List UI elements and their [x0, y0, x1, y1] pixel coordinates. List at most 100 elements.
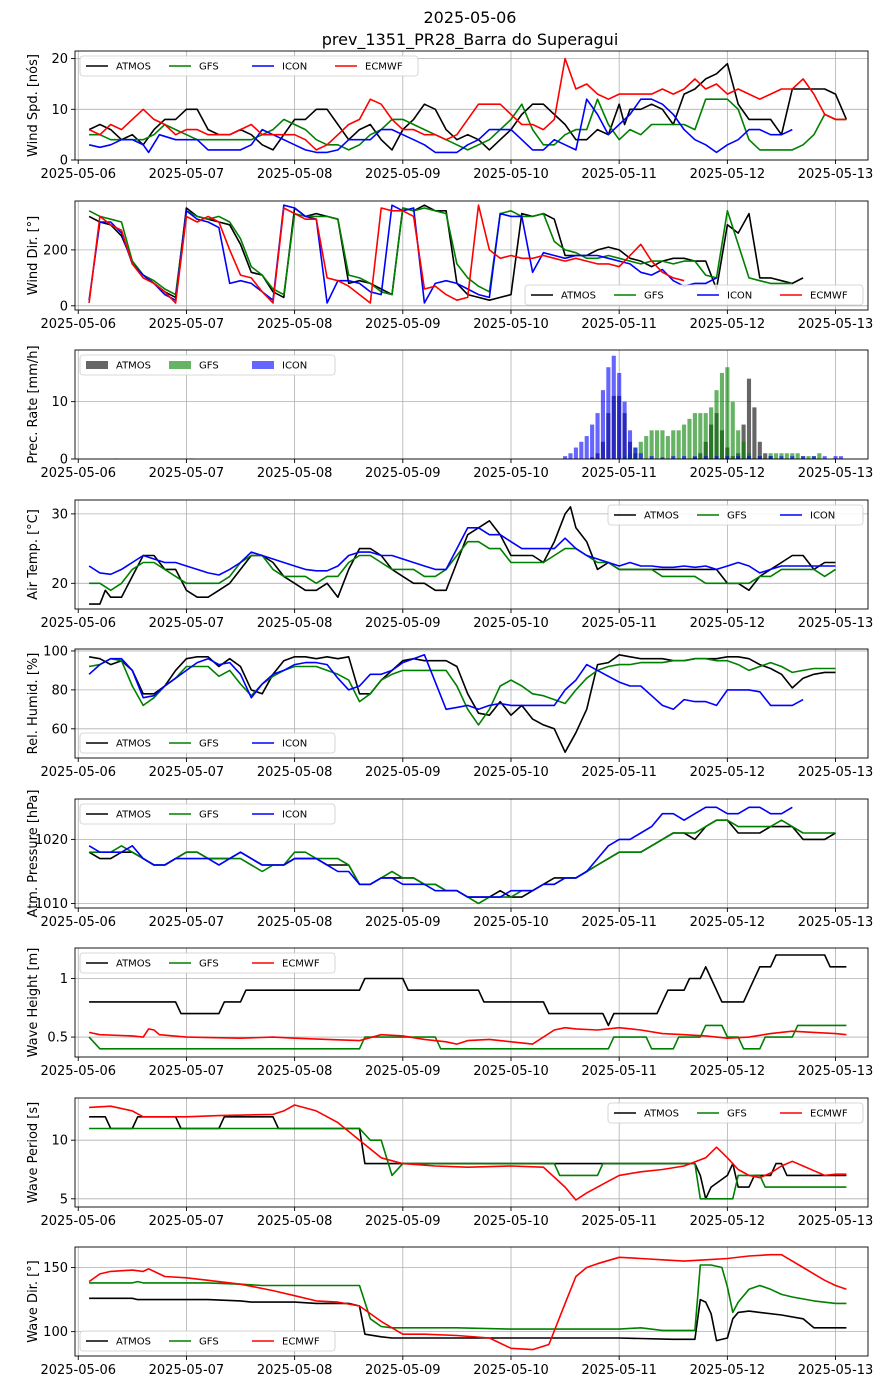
x-tick-label: 2025-05-06 — [40, 167, 116, 182]
bar-icon — [703, 456, 708, 459]
y-tick-label: 30 — [51, 507, 68, 522]
legend: ATMOS GFS ICON — [79, 354, 336, 376]
x-tick-label: 2025-05-11 — [581, 1363, 657, 1378]
x-tick-label: 2025-05-10 — [473, 317, 549, 332]
x-tick-label: 2025-05-06 — [40, 466, 116, 481]
axes-frame — [74, 200, 869, 311]
y-tick-label: 0 — [60, 299, 68, 314]
y-tick-label: 150 — [43, 1261, 68, 1276]
x-tick-label: 2025-05-10 — [473, 466, 549, 481]
bar-icon — [682, 456, 687, 459]
y-axis-label: Wind Dir. [°] — [26, 216, 41, 296]
bar-icon — [590, 424, 595, 459]
figure-subtitle: prev_1351_PR28_Barra do Superagui — [322, 30, 619, 50]
series-line-gfs — [88, 1024, 847, 1050]
panel-8: 2025-05-06 2025-05-07 2025-05-08 2025-05-09… — [26, 1097, 873, 1229]
legend-label-ecmwf: ECMWF — [282, 1337, 320, 1348]
legend-box — [607, 1102, 864, 1124]
x-tick-label: 2025-05-09 — [365, 765, 441, 780]
legend-box — [607, 504, 864, 526]
x-tick-label: 2025-05-07 — [149, 466, 225, 481]
x-tick-label: 2025-05-12 — [690, 167, 766, 182]
x-tick-label: 2025-05-06 — [40, 1214, 116, 1229]
series-line-ecmwf — [88, 1026, 847, 1045]
legend: ATMOS GFS ECMWF — [79, 952, 336, 974]
x-tick-label: 2025-05-13 — [798, 1064, 874, 1079]
x-tick-label: 2025-05-08 — [257, 616, 333, 631]
series-line-ecmwf — [88, 57, 847, 151]
plot-area — [88, 1253, 847, 1351]
series-line-icon — [88, 527, 836, 576]
x-tick-label: 2025-05-11 — [581, 1064, 657, 1079]
bar-icon — [838, 456, 844, 459]
x-tick-label: 2025-05-12 — [690, 466, 766, 481]
plot-area — [88, 57, 848, 154]
x-tick-label: 2025-05-09 — [365, 1064, 441, 1079]
legend-box — [79, 1330, 336, 1352]
y-tick-label: 1020 — [35, 833, 68, 848]
x-tick-label: 2025-05-13 — [798, 167, 874, 182]
legend-label-gfs: GFS — [199, 959, 219, 970]
bar-gfs — [687, 418, 692, 459]
x-tick-label: 2025-05-08 — [257, 765, 333, 780]
bar-icon — [627, 430, 633, 459]
bar-icon — [801, 456, 806, 459]
bar-icon — [736, 456, 741, 459]
bar-icon — [649, 456, 654, 459]
legend-label-atmos: ATMOS — [116, 739, 151, 750]
y-tick-label: 80 — [51, 683, 68, 698]
panel-6: 2025-05-06 2025-05-07 2025-05-08 2025-05-09… — [26, 790, 873, 930]
bar-gfs — [773, 453, 779, 459]
series-line-ecmwf — [88, 1253, 847, 1351]
legend-label-icon: ICON — [282, 739, 307, 750]
bar-gfs — [741, 441, 746, 459]
x-tick-label: 2025-05-09 — [365, 317, 441, 332]
panel-4: 2025-05-06 2025-05-07 2025-05-08 2025-05-09… — [26, 499, 873, 631]
bar-atmos — [757, 441, 762, 459]
legend-label-gfs: GFS — [199, 739, 219, 750]
series-line-ecmwf — [88, 204, 685, 304]
bar-gfs — [654, 430, 660, 459]
y-tick-label: 10 — [51, 103, 68, 118]
panel-2: 2025-05-06 2025-05-07 2025-05-08 2025-05-09… — [26, 200, 873, 332]
legend-label-icon: ICON — [282, 810, 307, 821]
x-tick-label: 2025-05-10 — [473, 616, 549, 631]
series-line-gfs — [88, 207, 793, 296]
series-line-ecmwf — [89, 1104, 847, 1201]
bar-icon — [595, 413, 600, 459]
series-line-gfs — [89, 98, 847, 151]
x-tick-label: 2025-05-08 — [257, 167, 333, 182]
legend-label-atmos: ATMOS — [644, 511, 679, 522]
legend-label-icon: ICON — [282, 361, 307, 372]
bar-icon — [584, 436, 589, 459]
legend-label-icon: ICON — [810, 511, 835, 522]
bar-icon — [779, 456, 784, 459]
bar-gfs — [644, 436, 649, 459]
series-line-atmos — [89, 954, 847, 1027]
bar-icon — [600, 390, 606, 459]
x-tick-label: 2025-05-11 — [581, 616, 657, 631]
legend-label-ecmwf: ECMWF — [365, 62, 403, 73]
x-tick-label: 2025-05-13 — [798, 765, 874, 780]
y-tick-label: 10 — [51, 1134, 68, 1149]
y-axis-label: Wave Period [s] — [26, 1102, 41, 1203]
legend-swatch-gfs — [169, 361, 191, 369]
x-tick-label: 2025-05-07 — [149, 167, 225, 182]
y-axis-label: Prec. Rate [mm/h] — [26, 345, 41, 463]
legend-label-icon: ICON — [282, 62, 307, 73]
x-tick-label: 2025-05-12 — [690, 1064, 766, 1079]
legend-label-gfs: GFS — [199, 810, 219, 821]
x-tick-label: 2025-05-07 — [149, 317, 225, 332]
legend-box — [79, 55, 419, 77]
bar-gfs — [676, 430, 681, 459]
bar-icon — [714, 456, 719, 459]
x-tick-label: 2025-05-10 — [473, 1214, 549, 1229]
series-line-atmos — [89, 1297, 847, 1342]
bar-icon — [606, 367, 611, 459]
legend: ATMOS GFS ICON ECMWF — [524, 284, 864, 306]
bar-gfs — [649, 430, 654, 459]
x-tick-label: 2025-05-07 — [149, 1363, 225, 1378]
legend-box — [79, 354, 336, 376]
plot-area — [88, 654, 836, 753]
y-axis-label: Air Temp. [°C] — [26, 509, 41, 600]
